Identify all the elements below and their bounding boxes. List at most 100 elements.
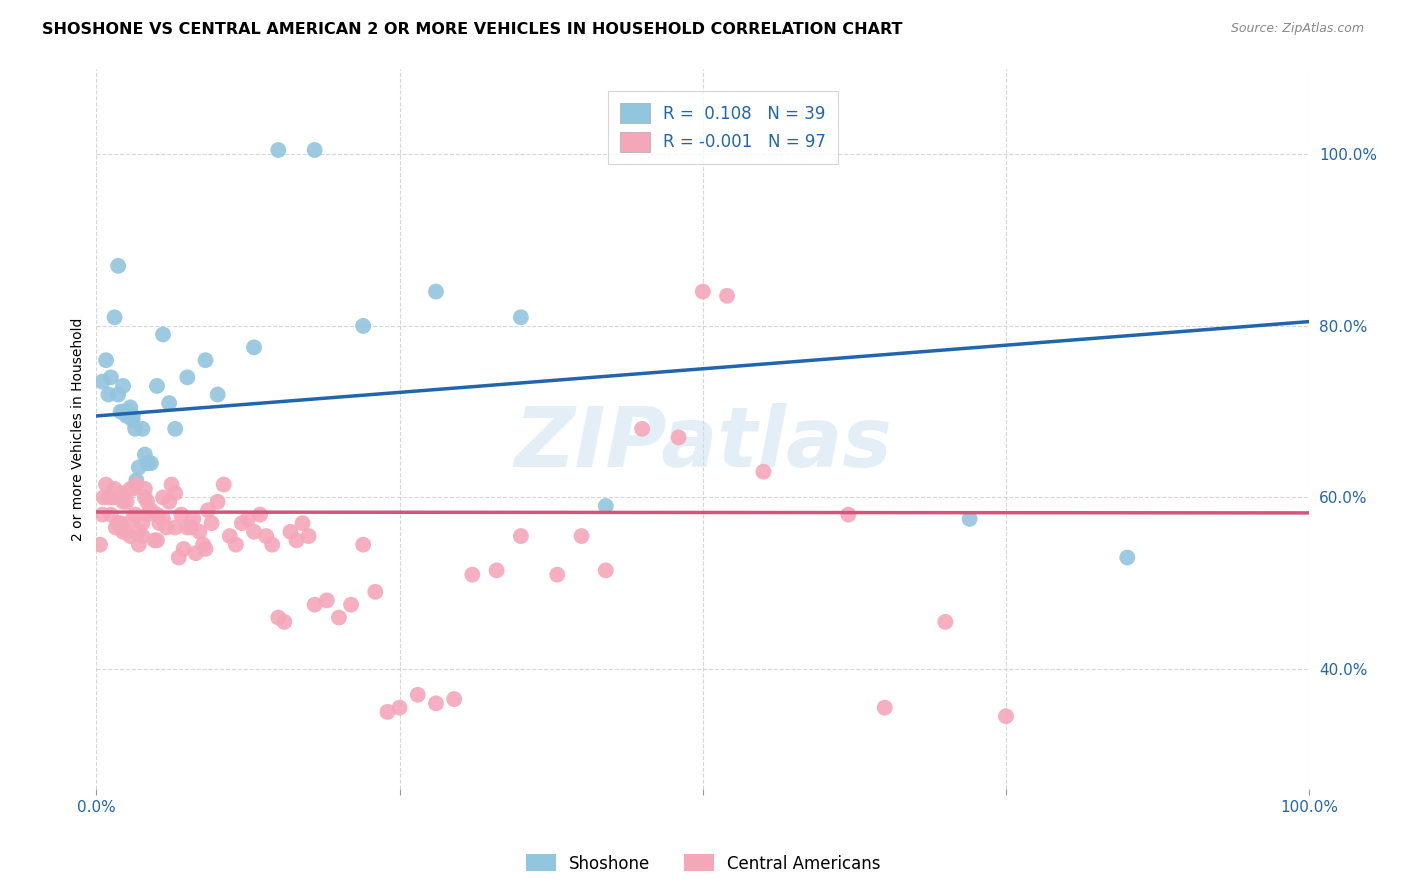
Point [200,516,222,531]
Point [191,538,214,552]
Point [631,422,654,436]
Point [128,460,150,475]
Point [837,508,859,522]
Point [94,353,117,368]
Point [184,546,207,560]
Point [595,499,617,513]
Point [267,610,290,624]
Point [110,405,132,419]
Point [115,409,138,423]
Point [425,697,447,711]
Point [364,584,387,599]
Point [125,473,148,487]
Point [100,508,122,522]
Point [340,598,363,612]
Point [304,143,326,157]
Point [104,520,127,534]
Point [152,327,174,342]
Point [134,491,156,505]
Point [377,705,399,719]
Point [285,533,308,548]
Point [291,516,314,531]
Point [125,477,148,491]
Point [160,477,183,491]
Point [180,520,202,534]
Point [752,465,775,479]
Point [485,563,508,577]
Point [212,477,235,491]
Text: ZIPatlas: ZIPatlas [513,403,891,483]
Point [124,422,146,436]
Point [328,610,350,624]
Point [262,538,284,552]
Point [136,508,159,522]
Point [110,486,132,500]
Point [112,405,135,419]
Point [254,529,277,543]
Point [146,379,169,393]
Point [146,533,169,548]
Point [716,289,738,303]
Point [103,491,125,505]
Point [231,516,253,531]
Point [207,387,229,401]
Point [139,456,162,470]
Point [115,405,138,419]
Point [121,409,143,423]
Point [692,285,714,299]
Point [115,495,138,509]
Point [143,533,166,548]
Point [120,529,142,543]
Point [236,512,259,526]
Text: Source: ZipAtlas.com: Source: ZipAtlas.com [1230,22,1364,36]
Point [243,524,266,539]
Point [388,700,411,714]
Point [170,508,193,522]
Point [509,529,531,543]
Point [103,310,125,325]
Point [89,538,111,552]
Point [934,615,956,629]
Point [173,541,195,556]
Point [188,524,211,539]
Point [124,508,146,522]
Point [110,516,132,531]
Point [315,593,337,607]
Point [120,482,142,496]
Point [668,430,690,444]
Point [91,375,114,389]
Point [243,340,266,354]
Point [156,520,179,534]
Point [148,516,170,531]
Point [461,567,484,582]
Point [304,598,326,612]
Point [121,512,143,526]
Point [107,491,129,505]
Point [103,482,125,496]
Point [873,700,896,714]
Point [107,259,129,273]
Point [120,401,142,415]
Point [157,495,180,509]
Point [194,353,217,368]
Point [97,491,120,505]
Point [225,538,247,552]
Point [509,310,531,325]
Point [134,482,156,496]
Point [352,318,374,333]
Point [546,567,568,582]
Point [297,529,319,543]
Point [136,456,159,470]
Point [120,409,142,423]
Point [131,422,153,436]
Point [406,688,429,702]
Point [249,508,271,522]
Point [194,541,217,556]
Point [139,503,162,517]
Point [207,495,229,509]
Point [93,491,115,505]
Point [112,524,135,539]
Point [165,422,187,436]
Point [197,503,219,517]
Point [97,387,120,401]
